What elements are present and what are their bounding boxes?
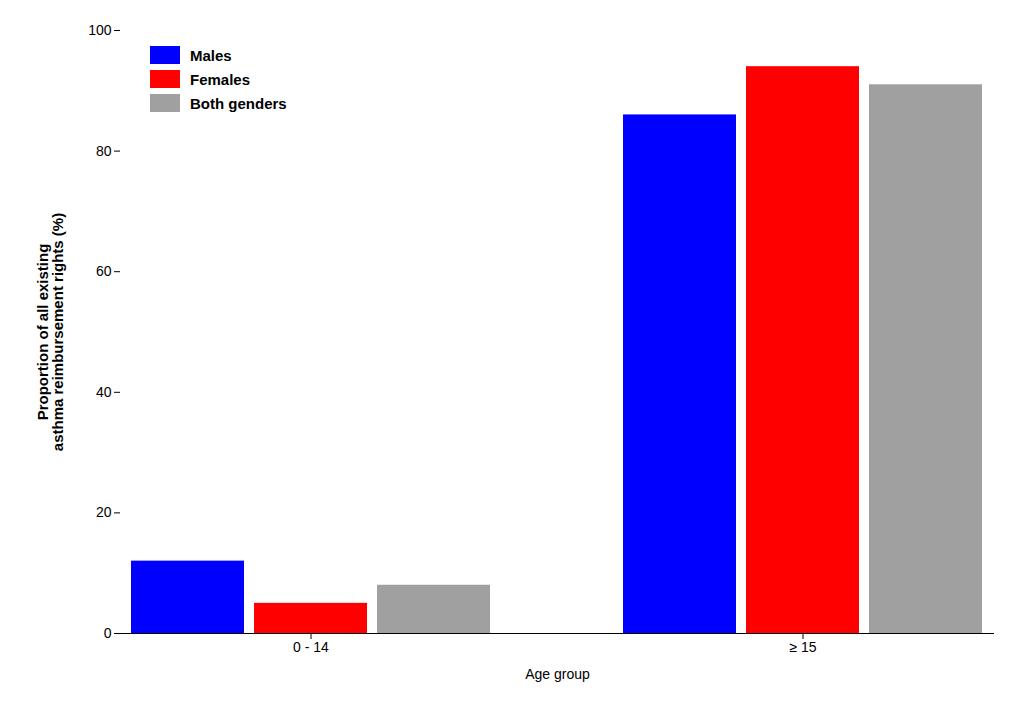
svg-text:0: 0 (104, 625, 112, 641)
html-text:Males: Males (190, 46, 232, 64)
svg-text:Proportion of all existingasth: Proportion of all existingasthma reimbur… (34, 213, 66, 451)
svg-text:100: 100 (88, 22, 112, 38)
svg-text:Age group: Age group (525, 666, 590, 682)
svg-text:80: 80 (96, 143, 112, 159)
svg-text:≥ 15: ≥ 15 (789, 639, 816, 655)
svg-text:20: 20 (96, 504, 112, 520)
html-text:Females: Females (190, 70, 250, 88)
svg-text:0 - 14: 0 - 14 (293, 639, 329, 655)
svg-text:60: 60 (96, 263, 112, 279)
html-text:Both genders: Both genders (190, 94, 287, 112)
svg-text:40: 40 (96, 384, 112, 400)
